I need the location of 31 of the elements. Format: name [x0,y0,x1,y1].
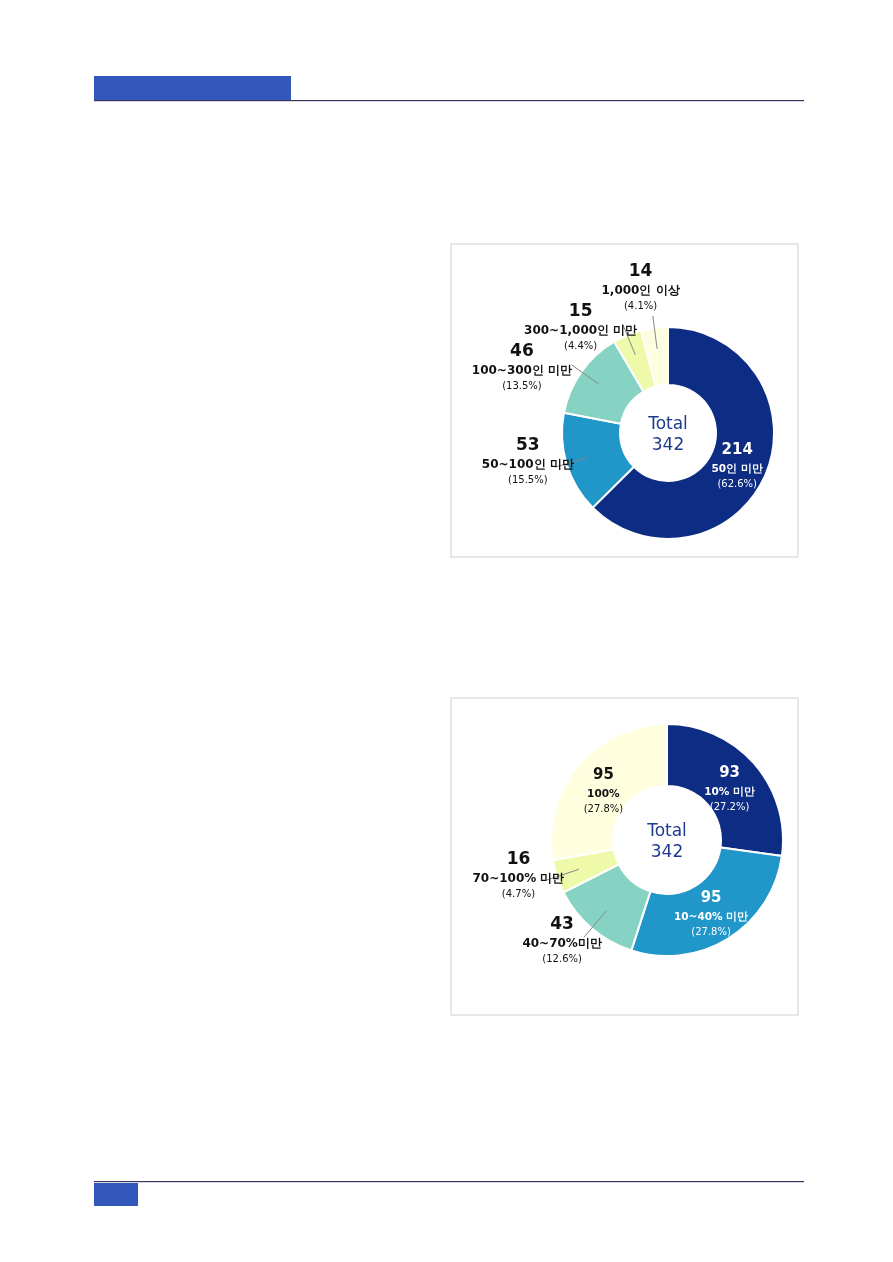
text: (15.5%) [508,474,548,486]
text: (4.4%) [564,340,598,352]
data-label: 53 [516,434,540,455]
text: (4.1%) [623,300,658,312]
text: Total 342 [646,820,687,861]
slice-label: 300~1,000인 미만 [524,323,638,338]
data-label: 16 [506,848,531,869]
text: (27.8%) [583,802,624,814]
slice-label: 50인 미만 [711,461,763,474]
slice-label: 100% [587,786,621,799]
text: (4.7%) [501,888,536,900]
slice-label: 40~70%미만 [522,935,602,950]
data-label: 214 [721,439,753,458]
data-label: 93 [719,763,740,782]
text: Total 342 [647,413,688,454]
text: (62.6%) [717,477,758,489]
data-label: 95 [700,888,722,907]
slice-label: 100~300인 미만 [471,363,573,378]
text: (12.6%) [542,952,582,964]
data-label: 14 [628,260,653,281]
data-label: 46 [510,340,534,361]
data-label: 95 [593,764,614,783]
data-label: 15 [568,300,593,321]
slice-label: 1,000인 이상 [601,283,680,298]
text: (13.5%) [502,380,542,392]
slice-label: 70~100% 미만 [472,871,565,886]
slice-label: 10~40% 미만 [673,910,749,923]
text: (27.8%) [691,926,731,938]
text: (27.2%) [709,801,750,813]
slice-label: 10% 미만 [704,785,756,798]
data-label: 43 [550,912,574,933]
